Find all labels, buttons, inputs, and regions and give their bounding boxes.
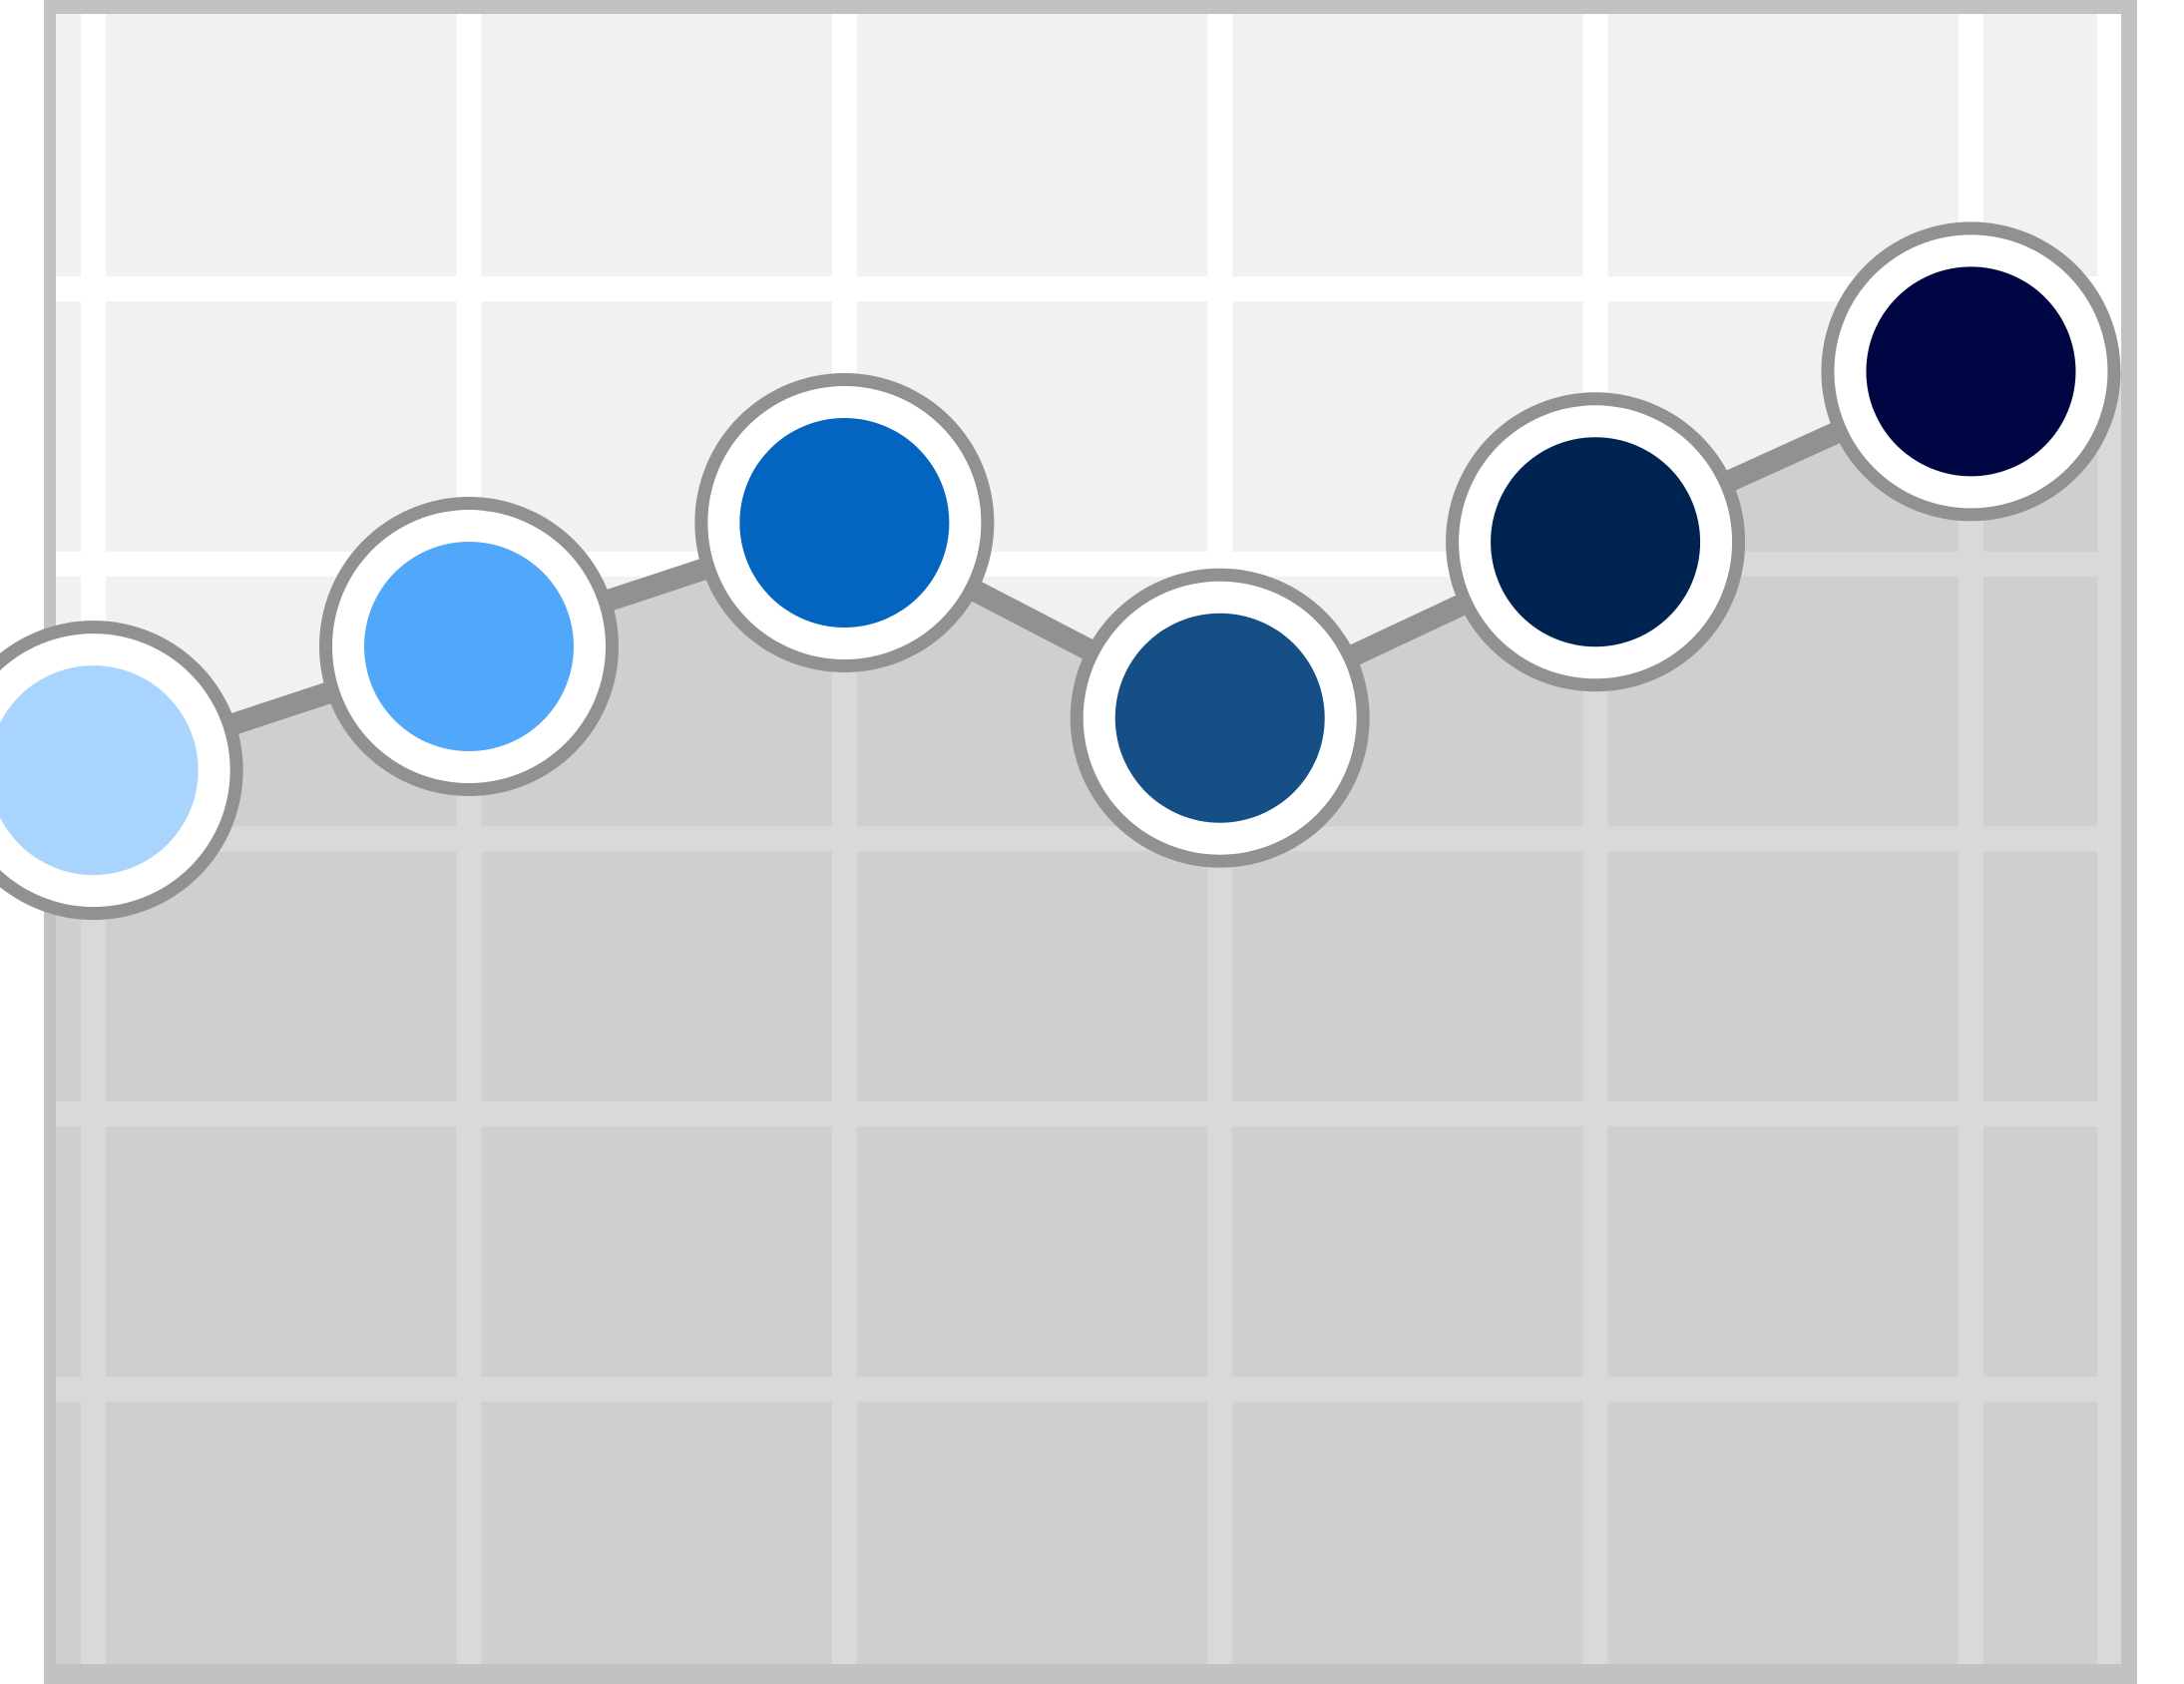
data-point [1070,568,1370,868]
data-point [0,621,243,921]
data-point [1821,221,2121,522]
data-point [694,372,995,672]
data-point-dot [739,417,950,628]
data-point [319,497,619,797]
data-point-dot [1114,613,1325,823]
data-point-dot [1866,266,2076,477]
data-point-dot [1491,437,1701,647]
data-point-dot [0,665,199,876]
data-point [1446,392,1746,692]
data-point-dot [364,542,574,752]
data-points [0,221,2121,921]
